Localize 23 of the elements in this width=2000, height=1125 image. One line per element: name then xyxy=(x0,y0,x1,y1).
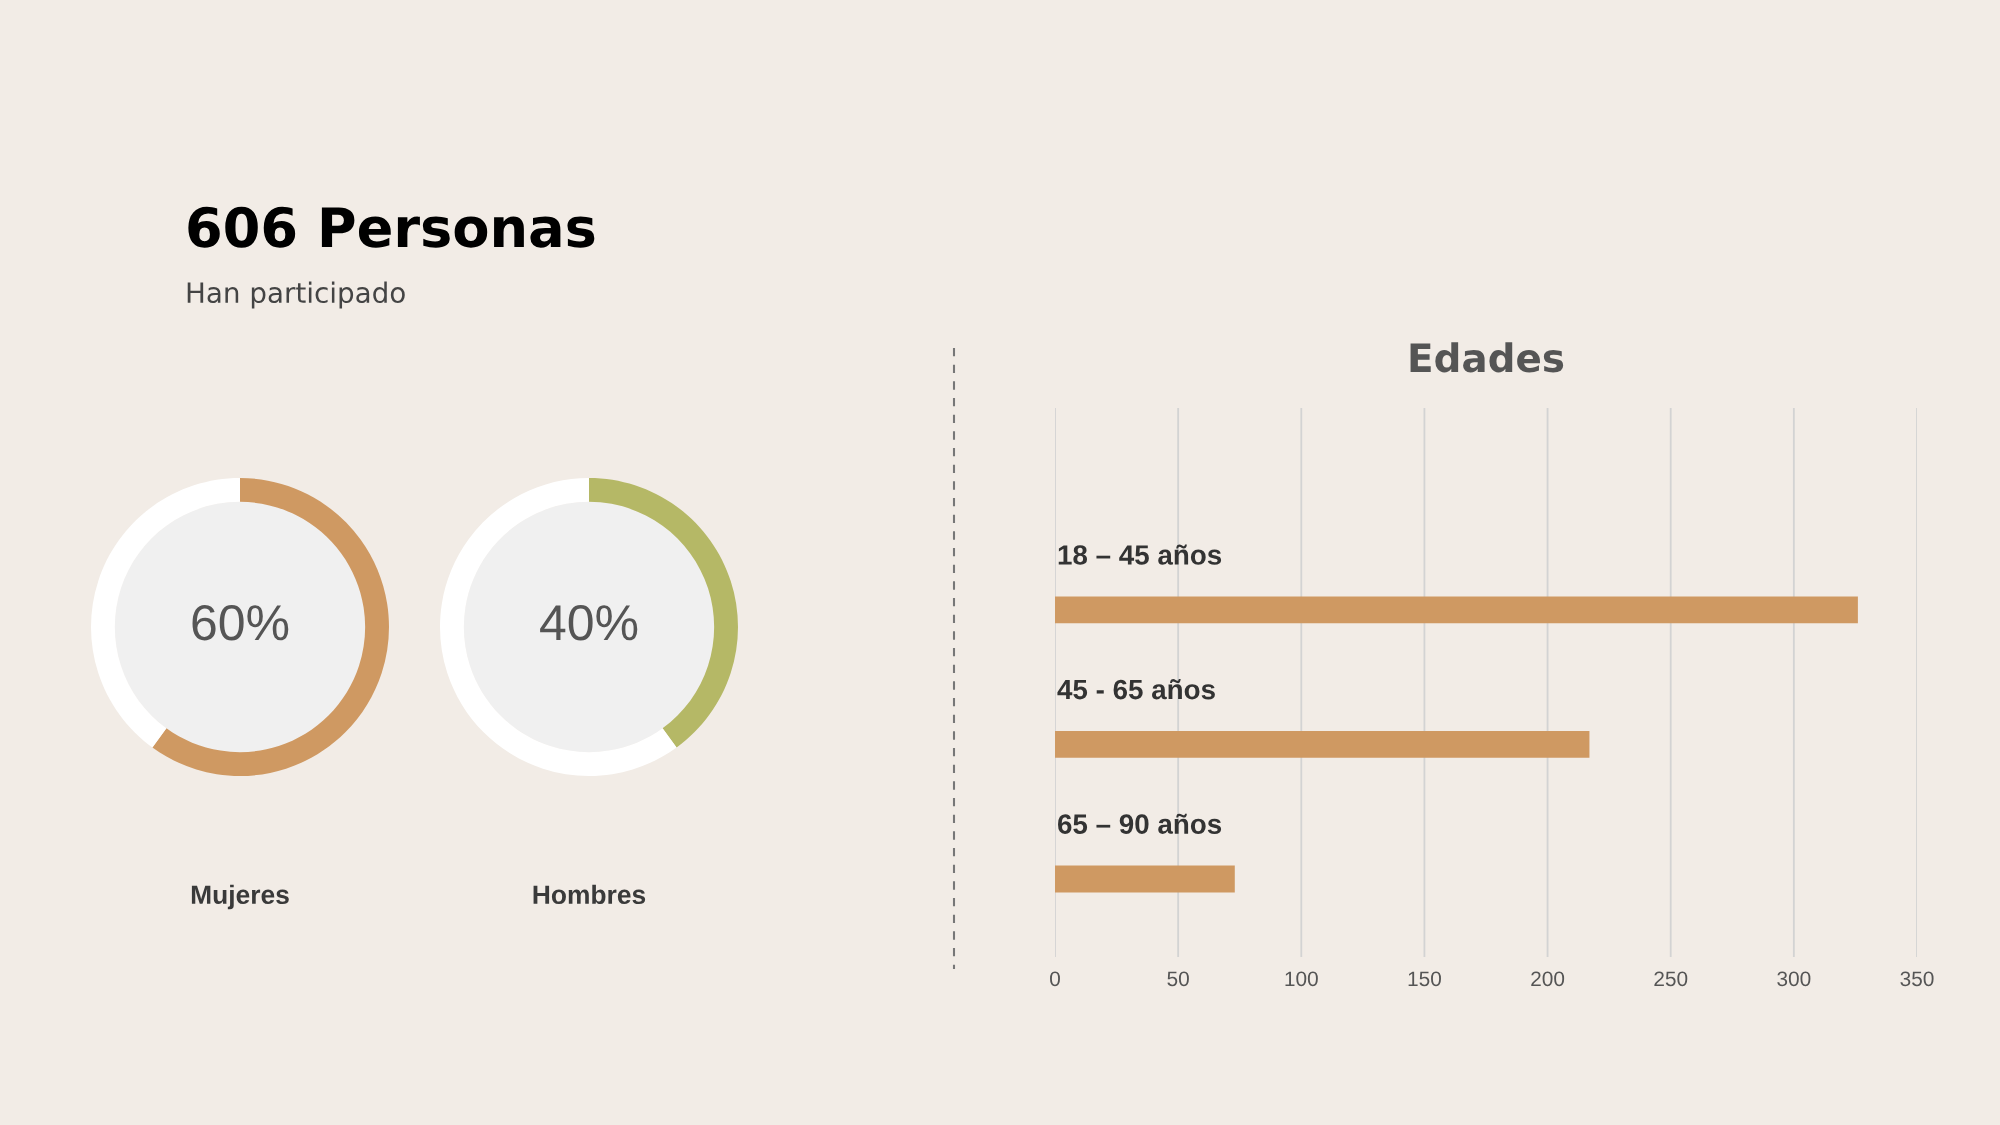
donut-slice xyxy=(440,478,677,776)
bar xyxy=(1055,730,1590,758)
x-tick-label: 50 xyxy=(1167,971,1189,987)
text: Mujeres xyxy=(191,884,289,910)
data-label: 40% xyxy=(540,605,638,641)
x-tick-label: 250 xyxy=(1654,971,1688,987)
text: 606 Personas xyxy=(188,206,595,248)
data-label: 60% xyxy=(192,605,289,641)
x-tick-label: 300 xyxy=(1777,971,1811,987)
x-tick-label: 200 xyxy=(1531,971,1565,987)
x-tick-label: 150 xyxy=(1408,971,1441,987)
chart-title: Edades xyxy=(1410,342,1564,373)
x-tick-label: 350 xyxy=(1900,971,1934,987)
text: Hombres xyxy=(533,884,646,905)
x-tick-label: 100 xyxy=(1285,971,1318,987)
y-tick-label: 65 – 90 años xyxy=(1058,813,1222,834)
y-tick-label: 18 – 45 años xyxy=(1058,544,1222,565)
bar xyxy=(1055,596,1858,624)
x-tick-label: 0 xyxy=(1050,971,1060,987)
bar xyxy=(1055,865,1235,893)
y-tick-label: 45 - 65 años xyxy=(1057,679,1215,700)
text: Han participado xyxy=(187,281,405,309)
donut-slice xyxy=(152,478,389,776)
